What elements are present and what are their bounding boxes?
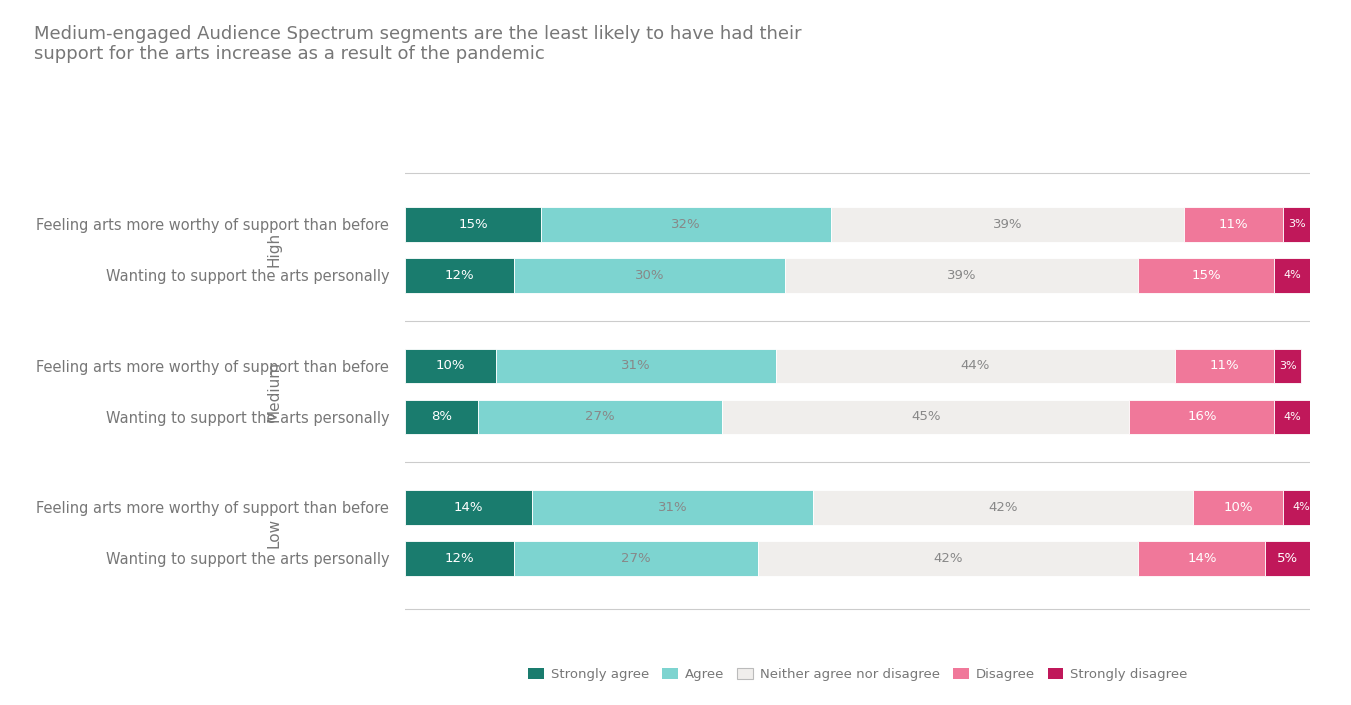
Bar (405, 490, 532, 525)
Text: 4%: 4% (1283, 412, 1301, 422)
Bar (1274, 258, 1310, 293)
Bar (831, 207, 1183, 242)
Text: 4%: 4% (1293, 502, 1310, 513)
Bar (758, 541, 1139, 575)
Text: Medium: Medium (266, 361, 281, 422)
Text: 5%: 5% (1277, 552, 1298, 565)
Bar (813, 490, 1193, 525)
Text: 39%: 39% (947, 269, 977, 282)
Bar (540, 207, 831, 242)
Text: Low: Low (266, 517, 281, 548)
Bar (1283, 207, 1310, 242)
Bar (405, 541, 513, 575)
Text: 12%: 12% (444, 552, 474, 565)
Text: 39%: 39% (993, 218, 1021, 231)
Bar (721, 400, 1129, 434)
Text: 42%: 42% (988, 501, 1017, 514)
Text: 8%: 8% (431, 410, 453, 423)
Text: 32%: 32% (671, 218, 701, 231)
Legend: Strongly agree, Agree, Neither agree nor disagree, Disagree, Strongly disagree: Strongly agree, Agree, Neither agree nor… (523, 663, 1193, 687)
Bar (777, 348, 1175, 383)
Bar (513, 258, 785, 293)
Text: 3%: 3% (1279, 361, 1297, 371)
Text: 14%: 14% (1188, 552, 1217, 565)
Bar (496, 348, 777, 383)
Text: 11%: 11% (1209, 360, 1239, 372)
Text: 11%: 11% (1219, 218, 1248, 231)
Text: High: High (266, 232, 281, 267)
Bar (405, 400, 478, 434)
Text: 15%: 15% (458, 218, 488, 231)
Text: 44%: 44% (961, 360, 990, 372)
Text: 16%: 16% (1188, 410, 1217, 423)
Bar (1175, 348, 1274, 383)
Bar (785, 258, 1139, 293)
Bar (532, 490, 813, 525)
Bar (1139, 541, 1265, 575)
Bar (405, 207, 540, 242)
Bar (513, 541, 758, 575)
Text: 30%: 30% (635, 269, 665, 282)
Bar (405, 258, 513, 293)
Text: 27%: 27% (585, 410, 615, 423)
Text: 10%: 10% (1223, 501, 1252, 514)
Text: 31%: 31% (621, 360, 651, 372)
Text: 42%: 42% (934, 552, 963, 565)
Bar (1274, 400, 1310, 434)
Text: Medium-engaged Audience Spectrum segments are the least likely to have had their: Medium-engaged Audience Spectrum segment… (34, 25, 801, 63)
Text: 27%: 27% (621, 552, 651, 565)
Text: 31%: 31% (658, 501, 688, 514)
Bar (1183, 207, 1283, 242)
Bar (1274, 348, 1301, 383)
Bar (1283, 490, 1320, 525)
Text: 45%: 45% (911, 410, 940, 423)
Text: 14%: 14% (454, 501, 484, 514)
Bar (1193, 490, 1283, 525)
Text: 12%: 12% (444, 269, 474, 282)
Bar (478, 400, 721, 434)
Text: 15%: 15% (1192, 269, 1221, 282)
Bar (1129, 400, 1274, 434)
Bar (1139, 258, 1274, 293)
Text: 10%: 10% (436, 360, 465, 372)
Text: 3%: 3% (1288, 219, 1305, 229)
Bar (405, 348, 496, 383)
Bar (1265, 541, 1310, 575)
Text: 4%: 4% (1283, 270, 1301, 281)
